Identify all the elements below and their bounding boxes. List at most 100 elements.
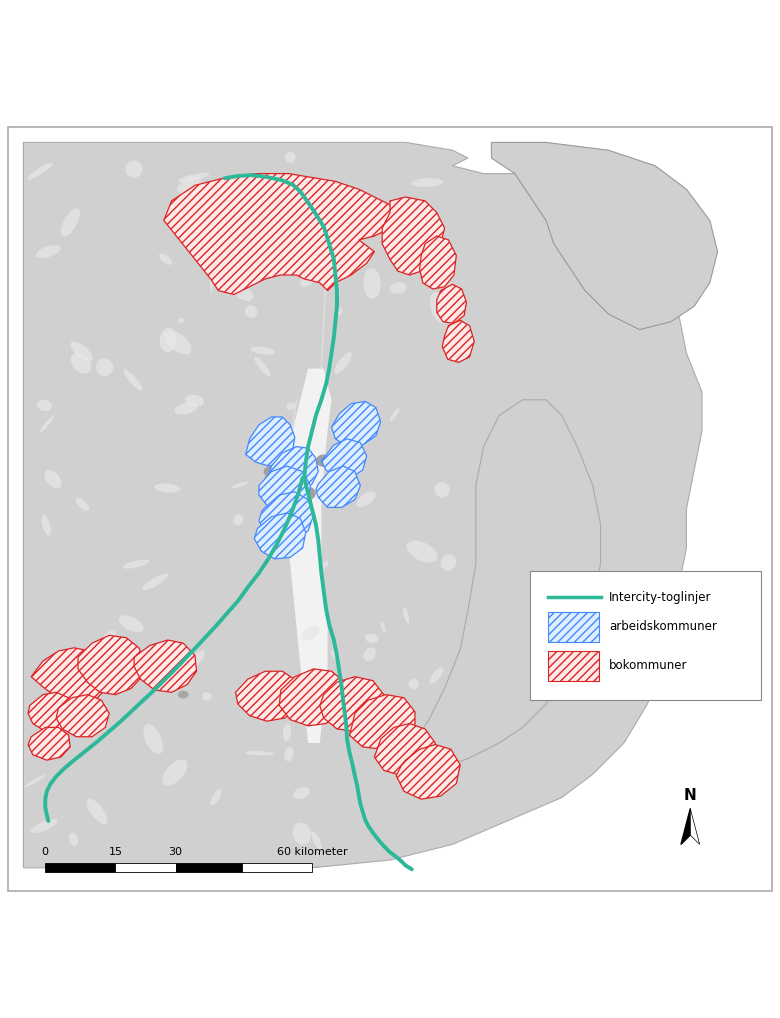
Ellipse shape [24, 775, 46, 787]
Text: 15: 15 [108, 847, 122, 857]
Ellipse shape [178, 318, 184, 323]
Polygon shape [690, 808, 700, 844]
Ellipse shape [292, 823, 311, 845]
Ellipse shape [390, 408, 399, 421]
Ellipse shape [333, 467, 346, 476]
Bar [548, 651, 599, 681]
Ellipse shape [61, 209, 80, 236]
Ellipse shape [231, 247, 255, 254]
Ellipse shape [416, 785, 423, 795]
Polygon shape [287, 369, 332, 743]
Ellipse shape [209, 263, 213, 293]
Ellipse shape [69, 833, 78, 846]
Polygon shape [349, 694, 415, 749]
Ellipse shape [231, 482, 248, 489]
Ellipse shape [403, 607, 409, 623]
Ellipse shape [122, 560, 150, 569]
Ellipse shape [40, 416, 53, 433]
Ellipse shape [365, 634, 378, 643]
Ellipse shape [250, 346, 275, 354]
Ellipse shape [365, 218, 378, 228]
Ellipse shape [278, 479, 307, 495]
Bar [176, 863, 242, 872]
Polygon shape [279, 669, 349, 726]
Bar [548, 612, 599, 641]
Ellipse shape [178, 691, 189, 698]
Polygon shape [28, 692, 74, 731]
Ellipse shape [41, 515, 51, 535]
Ellipse shape [381, 621, 385, 632]
Ellipse shape [363, 268, 381, 299]
Polygon shape [420, 236, 456, 289]
Ellipse shape [126, 161, 143, 178]
Ellipse shape [165, 331, 192, 354]
Polygon shape [681, 808, 690, 844]
Ellipse shape [70, 341, 93, 361]
Polygon shape [491, 143, 718, 330]
Text: 30: 30 [168, 847, 183, 857]
Polygon shape [28, 728, 70, 760]
Ellipse shape [96, 358, 113, 376]
Ellipse shape [430, 292, 449, 324]
Ellipse shape [293, 787, 310, 799]
Ellipse shape [303, 449, 313, 458]
Polygon shape [321, 439, 367, 477]
FancyBboxPatch shape [530, 571, 760, 700]
Text: N: N [684, 788, 697, 803]
Polygon shape [316, 466, 360, 507]
Ellipse shape [87, 799, 108, 825]
Ellipse shape [37, 400, 51, 411]
Ellipse shape [162, 759, 187, 786]
Ellipse shape [389, 751, 399, 757]
Ellipse shape [415, 241, 431, 258]
Polygon shape [382, 197, 445, 275]
Ellipse shape [350, 718, 360, 724]
Ellipse shape [285, 747, 293, 761]
Ellipse shape [390, 282, 406, 294]
Ellipse shape [285, 152, 296, 163]
Ellipse shape [283, 724, 291, 741]
Polygon shape [268, 447, 318, 494]
Ellipse shape [246, 751, 274, 755]
Ellipse shape [245, 305, 257, 318]
Ellipse shape [316, 454, 332, 467]
Ellipse shape [232, 283, 254, 301]
Text: 0: 0 [42, 847, 48, 857]
Polygon shape [332, 401, 381, 447]
Ellipse shape [160, 328, 177, 352]
Polygon shape [31, 647, 109, 704]
Ellipse shape [233, 514, 243, 525]
Polygon shape [413, 400, 601, 767]
Ellipse shape [300, 270, 318, 287]
Ellipse shape [311, 831, 322, 850]
Ellipse shape [86, 683, 98, 691]
Bar [115, 863, 176, 872]
Ellipse shape [254, 356, 271, 377]
Ellipse shape [301, 626, 320, 641]
Polygon shape [259, 466, 310, 513]
Ellipse shape [265, 467, 300, 489]
Ellipse shape [335, 352, 352, 374]
Ellipse shape [101, 630, 116, 647]
Polygon shape [259, 492, 314, 542]
Ellipse shape [36, 245, 61, 258]
Ellipse shape [142, 573, 168, 590]
Polygon shape [134, 640, 197, 692]
Ellipse shape [30, 819, 58, 833]
Ellipse shape [441, 555, 456, 571]
Polygon shape [275, 458, 303, 550]
Ellipse shape [202, 692, 212, 700]
Ellipse shape [282, 701, 292, 710]
Ellipse shape [177, 176, 201, 193]
Ellipse shape [264, 465, 282, 477]
Ellipse shape [409, 679, 419, 689]
Ellipse shape [292, 486, 316, 501]
Polygon shape [254, 513, 306, 559]
Ellipse shape [434, 483, 450, 498]
Bar [242, 863, 312, 872]
Ellipse shape [119, 615, 144, 632]
Ellipse shape [144, 724, 163, 754]
Ellipse shape [320, 561, 328, 569]
Text: Intercity-toglinjer: Intercity-toglinjer [609, 590, 711, 604]
Polygon shape [56, 694, 109, 737]
